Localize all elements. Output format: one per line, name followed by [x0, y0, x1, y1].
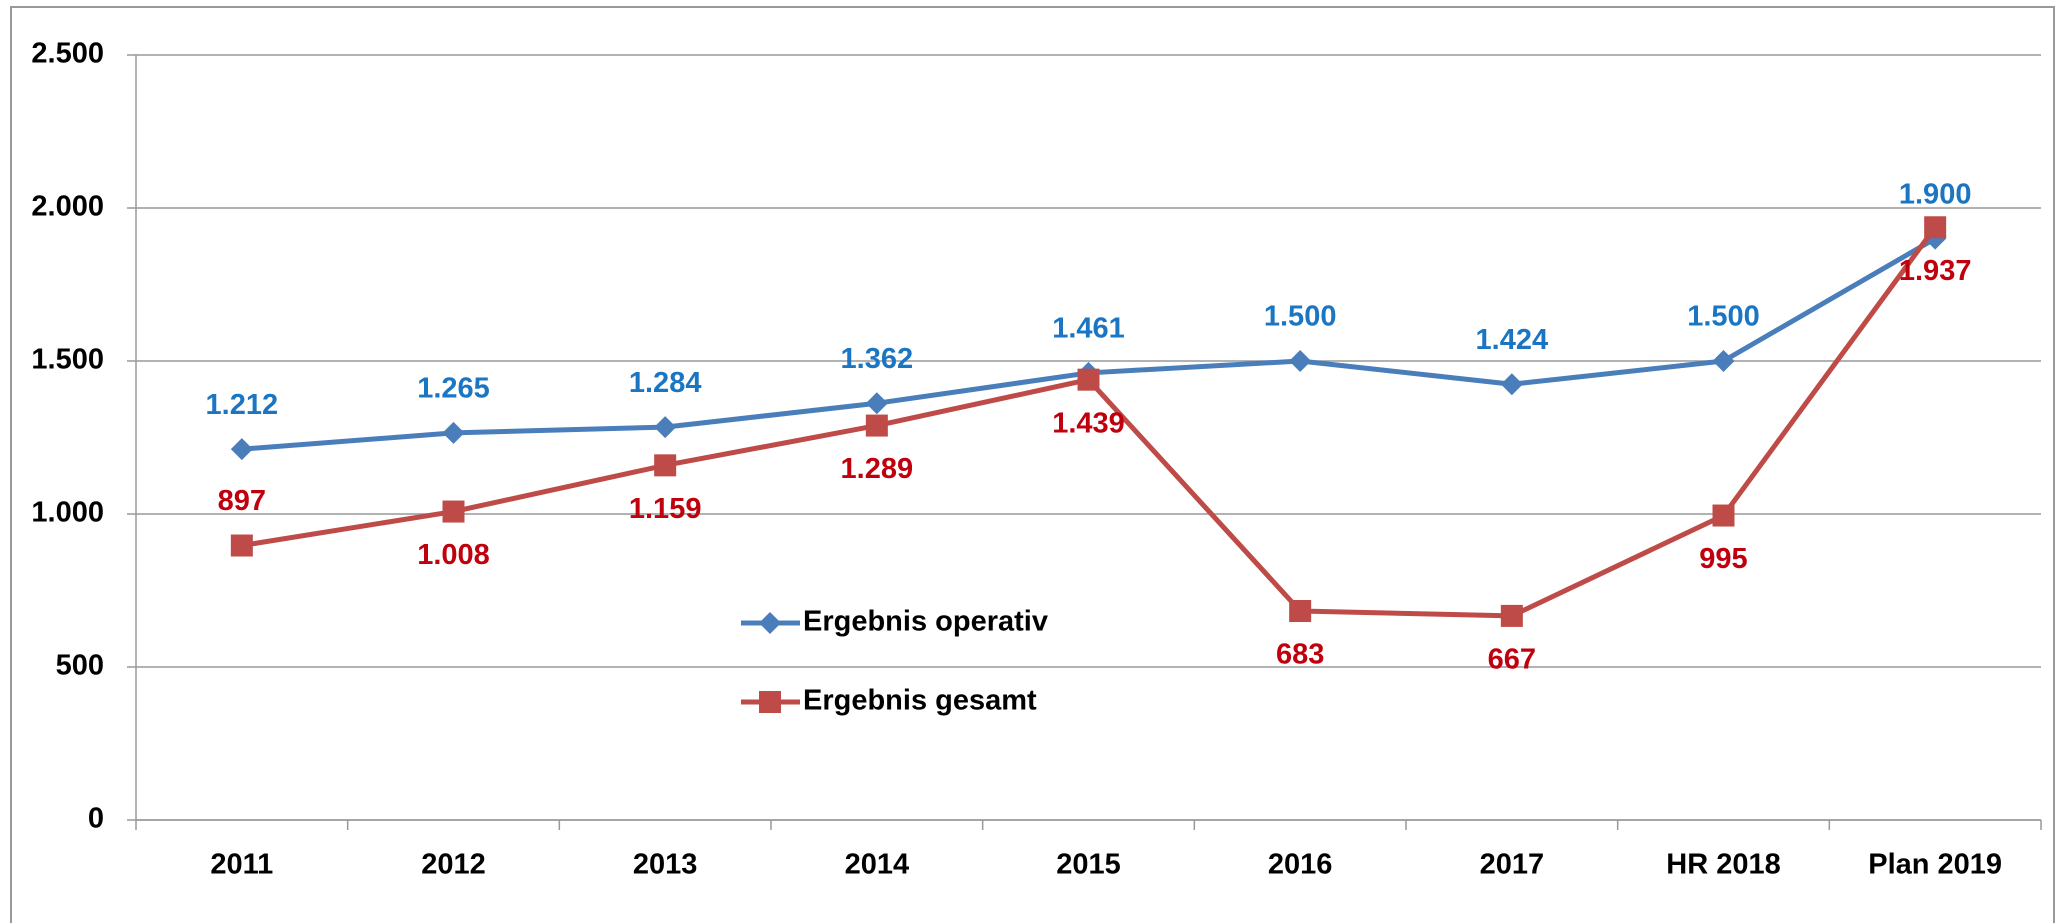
- data-label: 1.500: [1264, 301, 1337, 333]
- legend-marker: [759, 612, 781, 634]
- data-label: 1.284: [629, 367, 702, 399]
- data-point: [230, 438, 253, 461]
- x-tick-label: 2014: [845, 849, 910, 881]
- y-tick-label: 1.000: [31, 497, 104, 529]
- data-point: [1712, 504, 1735, 527]
- data-label: 1.212: [206, 389, 279, 421]
- data-label: 1.424: [1476, 324, 1549, 356]
- data-point: [442, 421, 465, 444]
- data-point: [1924, 216, 1947, 239]
- data-point: [1077, 368, 1100, 391]
- x-tick-label: 2015: [1056, 849, 1121, 881]
- data-point: [654, 416, 677, 439]
- data-label: 1.500: [1687, 301, 1760, 333]
- data-point: [1500, 604, 1523, 627]
- legend-label: Ergebnis operativ: [803, 606, 1048, 638]
- legend-marker: [759, 691, 781, 713]
- data-point: [230, 534, 253, 557]
- legend-label: Ergebnis gesamt: [803, 685, 1037, 717]
- data-label: 1.900: [1899, 178, 1972, 210]
- data-point: [865, 414, 888, 437]
- data-point: [442, 500, 465, 523]
- chart-frame: [10, 6, 2055, 923]
- data-point: [1500, 373, 1523, 396]
- data-label: 1.289: [841, 453, 914, 485]
- y-tick-label: 2.500: [31, 38, 104, 70]
- x-tick-label: HR 2018: [1666, 849, 1780, 881]
- data-label: 667: [1488, 644, 1536, 676]
- data-label: 1.937: [1899, 255, 1972, 287]
- data-label: 995: [1699, 543, 1747, 575]
- data-label: 683: [1276, 639, 1324, 671]
- data-point: [1712, 350, 1735, 372]
- x-tick-label: 2011: [210, 849, 273, 881]
- x-tick-label: Plan 2019: [1868, 849, 2002, 881]
- y-tick-label: 2.000: [31, 191, 104, 223]
- data-label: 1.159: [629, 493, 702, 525]
- data-label: 1.008: [417, 539, 490, 571]
- data-label: 1.362: [841, 343, 914, 375]
- y-tick-label: 0: [88, 803, 104, 835]
- data-point: [1289, 600, 1312, 623]
- data-label: 1.439: [1052, 407, 1125, 439]
- data-point: [654, 454, 677, 477]
- x-tick-label: 2013: [633, 849, 698, 881]
- y-tick-label: 1.500: [31, 344, 104, 376]
- data-label: 1.461: [1052, 313, 1125, 345]
- x-tick-label: 2012: [421, 849, 486, 881]
- data-point: [1289, 350, 1312, 372]
- data-label: 897: [218, 485, 266, 517]
- data-point: [865, 392, 888, 415]
- data-label: 1.265: [417, 373, 490, 405]
- y-tick-label: 500: [56, 650, 104, 682]
- x-tick-label: 2017: [1480, 849, 1545, 881]
- x-tick-label: 2016: [1268, 849, 1333, 881]
